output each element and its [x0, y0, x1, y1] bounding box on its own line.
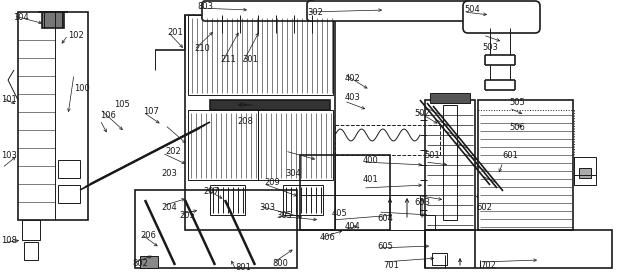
Text: 209: 209	[264, 178, 280, 187]
Text: 210: 210	[194, 44, 210, 53]
Text: 401: 401	[363, 176, 379, 184]
Text: 303: 303	[259, 203, 275, 212]
Text: 604: 604	[378, 214, 394, 223]
Bar	[58, 185, 80, 203]
Text: 402: 402	[344, 74, 360, 83]
Bar	[478, 100, 573, 230]
Text: 206: 206	[141, 231, 157, 240]
Bar	[430, 93, 470, 103]
Text: 204: 204	[162, 203, 178, 212]
Bar	[135, 190, 297, 268]
Text: 205: 205	[179, 211, 195, 220]
Text: 201: 201	[168, 28, 184, 37]
FancyBboxPatch shape	[307, 1, 471, 21]
Text: 108: 108	[1, 236, 17, 245]
Text: 503: 503	[482, 43, 499, 52]
Text: 702: 702	[480, 261, 496, 270]
Text: 208: 208	[238, 118, 254, 126]
Bar	[210, 100, 330, 110]
Text: 101: 101	[1, 95, 17, 104]
Text: 100: 100	[74, 84, 90, 93]
Bar	[574, 157, 596, 185]
Bar	[22, 220, 40, 240]
Bar	[140, 256, 158, 268]
Text: 505: 505	[509, 98, 525, 107]
Bar	[258, 110, 333, 180]
Text: 207: 207	[204, 187, 220, 196]
Text: 506: 506	[509, 123, 525, 132]
Text: 605: 605	[378, 242, 394, 251]
Text: 400: 400	[363, 156, 379, 165]
Text: 102: 102	[68, 31, 84, 40]
Text: 304: 304	[285, 169, 301, 178]
Text: 602: 602	[476, 203, 492, 212]
Bar	[300, 155, 390, 230]
Text: 405: 405	[332, 209, 348, 217]
Text: 701: 701	[384, 261, 400, 270]
Text: 504: 504	[464, 5, 480, 14]
Text: 501: 501	[424, 151, 441, 160]
Text: 601: 601	[503, 151, 519, 160]
Bar	[18, 12, 88, 220]
Text: 301: 301	[242, 55, 258, 64]
Text: 211: 211	[221, 55, 237, 64]
Bar	[425, 100, 475, 230]
FancyBboxPatch shape	[202, 1, 315, 21]
Bar	[210, 185, 245, 215]
Bar	[58, 160, 80, 178]
Text: 103: 103	[1, 152, 17, 160]
Text: 202: 202	[165, 147, 181, 156]
Text: 305: 305	[276, 211, 292, 220]
Text: 802: 802	[133, 259, 149, 268]
Bar	[443, 105, 457, 220]
FancyBboxPatch shape	[463, 1, 540, 33]
Text: 502: 502	[415, 109, 431, 118]
Bar	[432, 253, 447, 265]
Text: 603: 603	[415, 198, 431, 206]
Text: 203: 203	[162, 169, 178, 178]
Text: 106: 106	[100, 112, 116, 120]
Text: 104: 104	[14, 13, 30, 22]
Text: 105: 105	[114, 100, 130, 109]
Text: 801: 801	[236, 263, 252, 272]
Bar	[188, 15, 333, 95]
Text: 403: 403	[344, 93, 360, 102]
Bar	[188, 110, 258, 180]
Text: 302: 302	[307, 8, 323, 17]
Bar	[283, 185, 323, 215]
Bar	[24, 242, 38, 260]
Bar	[425, 230, 612, 268]
Text: 107: 107	[143, 107, 159, 116]
Text: 404: 404	[344, 222, 360, 231]
Bar	[579, 168, 591, 178]
Text: 406: 406	[320, 233, 336, 242]
Text: 803: 803	[197, 2, 213, 11]
Text: 800: 800	[273, 259, 289, 268]
Bar	[42, 12, 64, 28]
Bar	[185, 15, 335, 230]
